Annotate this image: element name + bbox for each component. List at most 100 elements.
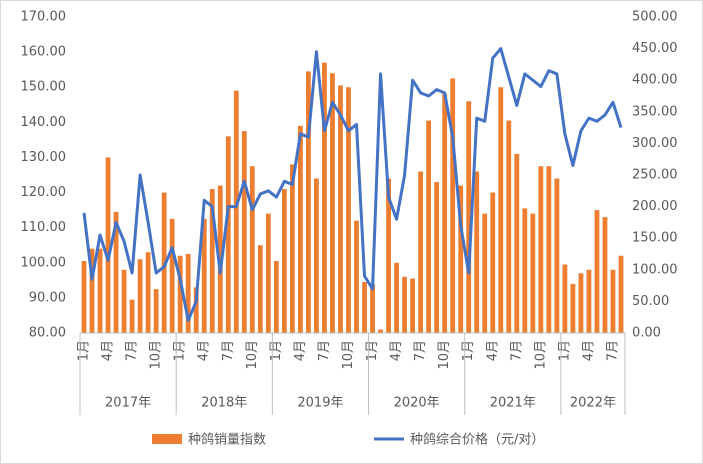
bar <box>346 87 351 333</box>
x-tick-label: 10月 <box>533 340 548 370</box>
x-tick-label: 10月 <box>437 340 452 370</box>
x-tick-label: 1月 <box>173 340 188 361</box>
bar <box>338 85 343 333</box>
bar <box>330 73 335 333</box>
bar <box>129 299 135 333</box>
bar <box>386 178 391 333</box>
bar <box>546 166 552 333</box>
bar <box>418 171 424 333</box>
bar <box>89 248 95 333</box>
bar <box>370 283 375 333</box>
x-tick-label: 4月 <box>293 340 308 361</box>
y2-tick-label: 450.00 <box>632 41 678 56</box>
y-tick-label: 140.00 <box>21 115 67 130</box>
bar <box>570 283 576 333</box>
bar <box>618 255 624 333</box>
bar <box>322 62 327 334</box>
x-tick-label: 4月 <box>101 340 116 361</box>
bar <box>201 218 207 333</box>
bar <box>586 269 592 333</box>
bar <box>378 329 383 333</box>
y-tick-label: 130.00 <box>21 150 67 165</box>
legend-swatch <box>152 434 182 444</box>
bar <box>273 261 279 333</box>
bar <box>217 185 223 333</box>
bar <box>490 192 496 333</box>
x-tick-label: 7月 <box>125 340 140 361</box>
legend-label: 种鸽销量指数 <box>188 432 266 448</box>
bar <box>241 131 247 333</box>
bar <box>394 262 399 333</box>
bar <box>249 166 255 333</box>
y-tick-label: 160.00 <box>21 45 67 60</box>
bar <box>105 157 111 333</box>
y-tick-label: 170.00 <box>21 10 67 25</box>
bar <box>458 185 464 333</box>
bar <box>257 245 263 333</box>
x-tick-label: 4月 <box>389 340 404 361</box>
bar <box>177 255 183 333</box>
year-label: 2019年 <box>297 396 343 411</box>
bar <box>314 178 319 333</box>
x-tick-label: 7月 <box>317 340 332 361</box>
bar <box>209 189 215 333</box>
y2-tick-label: 50.00 <box>632 294 669 309</box>
bar <box>298 125 303 333</box>
y2-tick-label: 150.00 <box>632 231 678 246</box>
bar <box>81 261 87 333</box>
bar <box>426 120 432 333</box>
bar <box>466 101 472 334</box>
x-tick-label: 1月 <box>365 340 380 361</box>
bar <box>233 90 239 333</box>
bar <box>354 220 359 333</box>
x-tick-label: 7月 <box>413 340 428 361</box>
bar <box>145 252 151 333</box>
bar <box>442 94 448 333</box>
y2-tick-label: 300.00 <box>632 136 678 151</box>
bar <box>522 208 528 333</box>
x-tick-label: 4月 <box>581 340 596 361</box>
bar <box>610 269 616 333</box>
bar <box>434 182 440 333</box>
x-tick-label: 4月 <box>485 340 500 361</box>
bar <box>594 210 600 333</box>
x-tick-label: 1月 <box>461 340 476 361</box>
year-label: 2018年 <box>201 396 247 411</box>
bar <box>113 211 119 333</box>
bar <box>153 289 159 333</box>
bar <box>538 166 544 333</box>
x-tick-label: 7月 <box>509 340 524 361</box>
x-tick-label: 10月 <box>149 340 164 370</box>
year-label: 2021年 <box>490 396 536 411</box>
bar <box>530 213 536 333</box>
y-tick-label: 110.00 <box>21 220 67 235</box>
y2-tick-label: 100.00 <box>632 262 678 277</box>
bar <box>265 213 271 333</box>
bar <box>97 248 103 333</box>
bar <box>362 282 367 333</box>
bar <box>562 264 568 333</box>
x-tick-label: 4月 <box>197 340 212 361</box>
bar <box>161 192 167 333</box>
x-tick-label: 1月 <box>77 340 92 361</box>
year-label: 2017年 <box>105 396 151 411</box>
year-label: 2020年 <box>394 396 440 411</box>
y2-tick-label: 0.00 <box>632 326 661 341</box>
bar <box>410 278 416 333</box>
bar <box>482 213 488 333</box>
bar <box>474 171 480 333</box>
y2-tick-label: 250.00 <box>632 168 678 183</box>
x-tick-label: 1月 <box>269 340 284 361</box>
bar <box>450 78 456 333</box>
bar <box>121 269 127 333</box>
bar <box>578 273 584 333</box>
y2-tick-label: 350.00 <box>632 104 678 119</box>
bar <box>506 120 512 333</box>
bar <box>402 276 407 333</box>
legend-label: 种鸽综合价格（元/对） <box>410 432 544 448</box>
y-tick-label: 150.00 <box>21 80 67 95</box>
bar <box>193 287 199 333</box>
bar <box>306 71 311 333</box>
y2-tick-label: 400.00 <box>632 73 678 88</box>
